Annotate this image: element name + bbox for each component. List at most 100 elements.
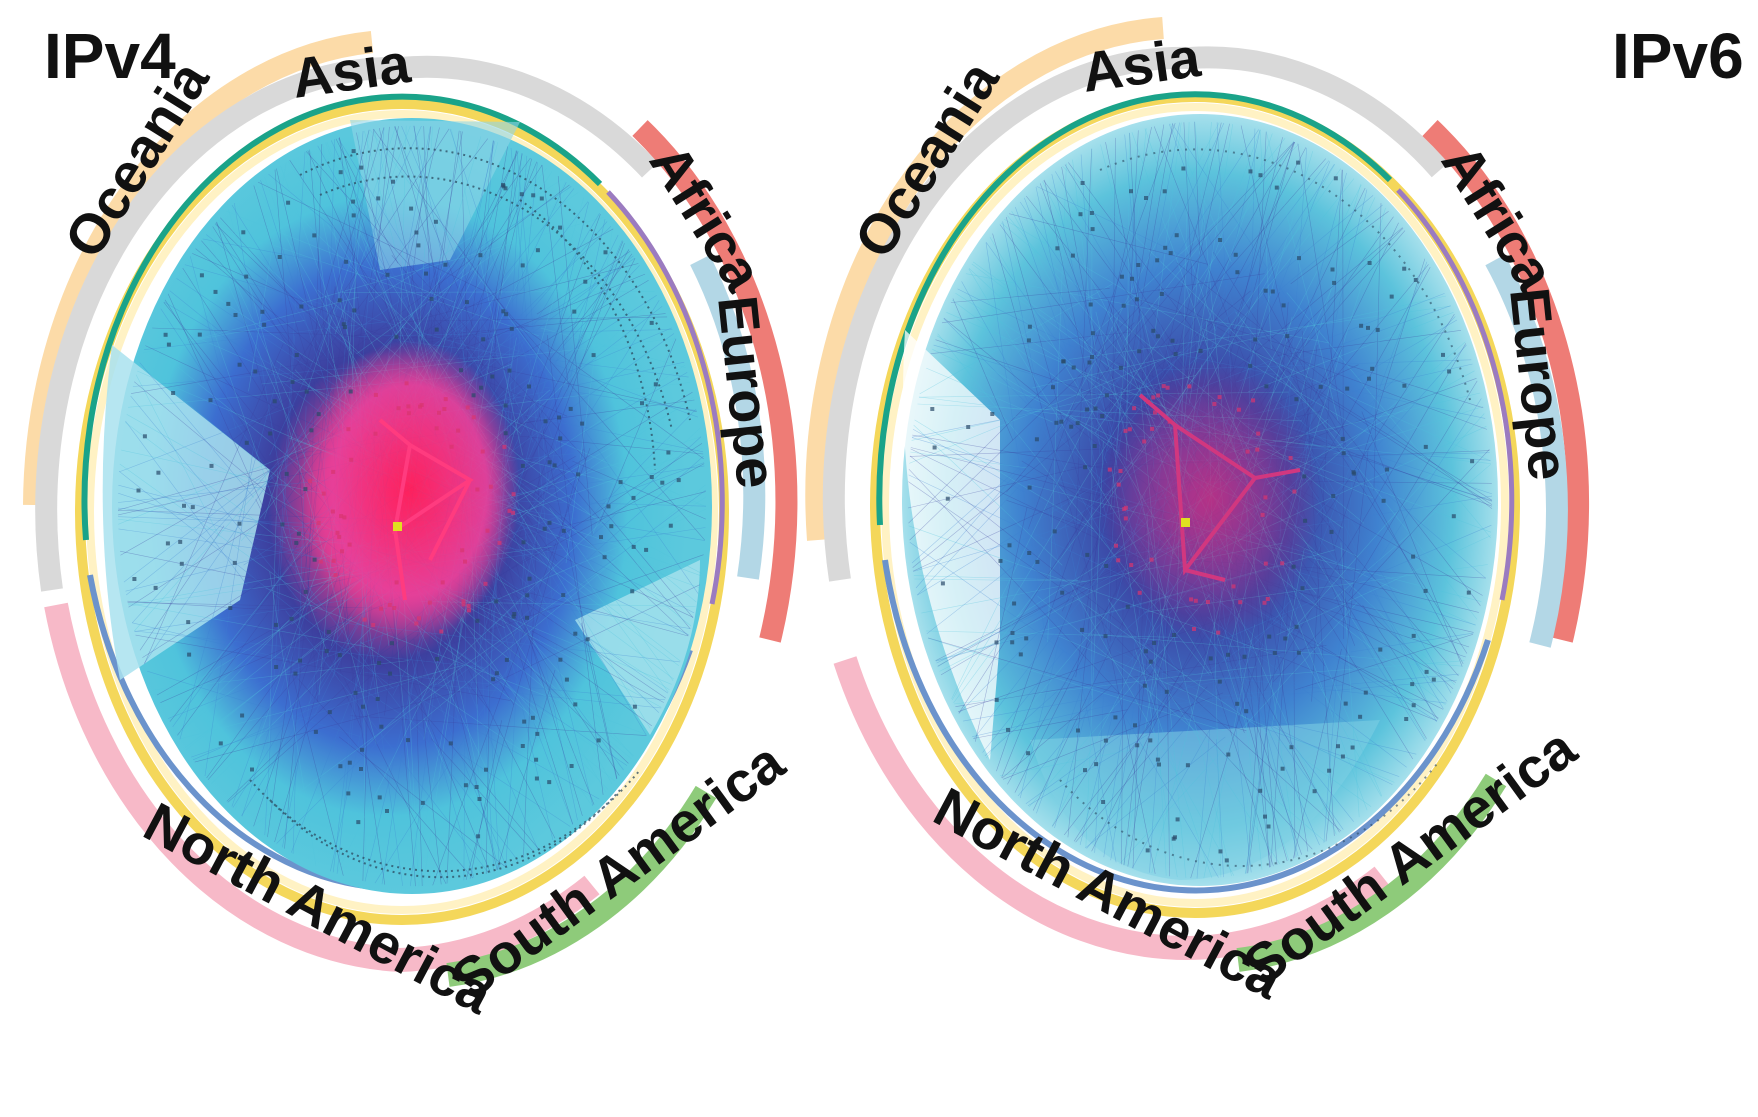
edge-line [484, 265, 640, 430]
as-node [564, 677, 569, 682]
as-node [1151, 395, 1156, 400]
as-node [237, 521, 242, 526]
edge-line [264, 336, 295, 836]
as-node [303, 589, 308, 594]
edge-line [1293, 548, 1296, 858]
edge-line [275, 127, 385, 490]
as-node [1262, 600, 1267, 605]
edge-line [523, 473, 540, 858]
edge-line [1119, 601, 1358, 864]
as-node [576, 472, 581, 477]
as-node [294, 540, 299, 545]
edge-line [202, 238, 397, 277]
edge-line [276, 168, 333, 415]
as-node [1389, 294, 1394, 299]
edge-line [179, 665, 464, 740]
as-node [280, 522, 285, 527]
edge-line [465, 448, 584, 880]
as-node [337, 653, 342, 658]
edge-line [1243, 641, 1438, 722]
edge-line [549, 253, 633, 361]
as-node [321, 491, 326, 496]
edge-line [912, 290, 1251, 568]
as-node [331, 558, 336, 563]
edge-line [975, 507, 1028, 742]
as-node [535, 731, 540, 736]
edge-line [508, 197, 585, 452]
edge-line [914, 578, 1087, 582]
edge-line [930, 331, 1132, 354]
edge-line [913, 575, 1079, 581]
as-node [1052, 529, 1057, 534]
as-node [1350, 745, 1355, 750]
as-node [361, 704, 365, 709]
edge-line [1090, 141, 1295, 359]
as-node [618, 480, 623, 485]
edge-line [364, 642, 540, 850]
as-node [463, 559, 467, 564]
edge-line [1201, 328, 1491, 462]
as-node [1185, 763, 1190, 768]
as-node [1189, 597, 1194, 602]
edge-line [917, 376, 1123, 596]
as-node [448, 741, 453, 746]
edge-line [1207, 616, 1407, 768]
edge-line [1140, 649, 1342, 832]
as-node [1217, 679, 1222, 684]
as-node [1069, 424, 1074, 429]
as-node [1152, 641, 1157, 645]
edge-line [395, 316, 668, 322]
as-node [304, 389, 309, 394]
edge-line [347, 126, 399, 403]
as-node [599, 535, 603, 540]
edge-line [1176, 262, 1493, 509]
as-node [1274, 185, 1279, 190]
edge-line [168, 631, 392, 719]
core-node [393, 522, 402, 531]
edge-line [210, 228, 312, 448]
edge-line [401, 340, 689, 378]
edge-line [971, 263, 1142, 392]
edge-line [191, 668, 448, 758]
edge-line [501, 310, 699, 594]
edge-line [1073, 628, 1219, 878]
as-nodes [132, 149, 681, 839]
edge-line [951, 387, 1105, 700]
as-node [1381, 498, 1386, 503]
edge-line [1062, 165, 1343, 439]
as-node [1280, 766, 1285, 771]
as-node [1212, 402, 1217, 406]
as-node [1327, 768, 1332, 773]
edge-line [494, 296, 706, 541]
as-node [344, 259, 349, 264]
edge-line [909, 455, 1180, 671]
as-node [1118, 469, 1123, 473]
edge-line [1057, 635, 1395, 783]
as-node [1155, 334, 1160, 339]
edge-line [1002, 692, 1224, 780]
edge-line [450, 489, 706, 683]
as-node [1083, 768, 1087, 773]
edge-line [216, 221, 293, 491]
edge-line [410, 484, 706, 731]
edge-line [1015, 206, 1107, 464]
as-node [1411, 633, 1416, 638]
as-node [649, 320, 654, 325]
edge-line [1139, 299, 1484, 409]
edge-line [1286, 413, 1485, 637]
as-node [573, 702, 578, 707]
as-node [930, 407, 935, 411]
as-node [340, 549, 344, 554]
ring-cream [86, 110, 718, 914]
as-node [1089, 211, 1094, 215]
as-node [1341, 451, 1346, 456]
edge-line [441, 634, 498, 870]
as-node [503, 186, 508, 191]
as-node [490, 374, 495, 379]
as-node [990, 412, 995, 416]
as-node [1173, 352, 1178, 357]
edge-line [1035, 186, 1106, 515]
panel-title-ipv6: IPv6 [1612, 20, 1744, 92]
as-node [190, 505, 195, 510]
as-node [324, 649, 329, 654]
